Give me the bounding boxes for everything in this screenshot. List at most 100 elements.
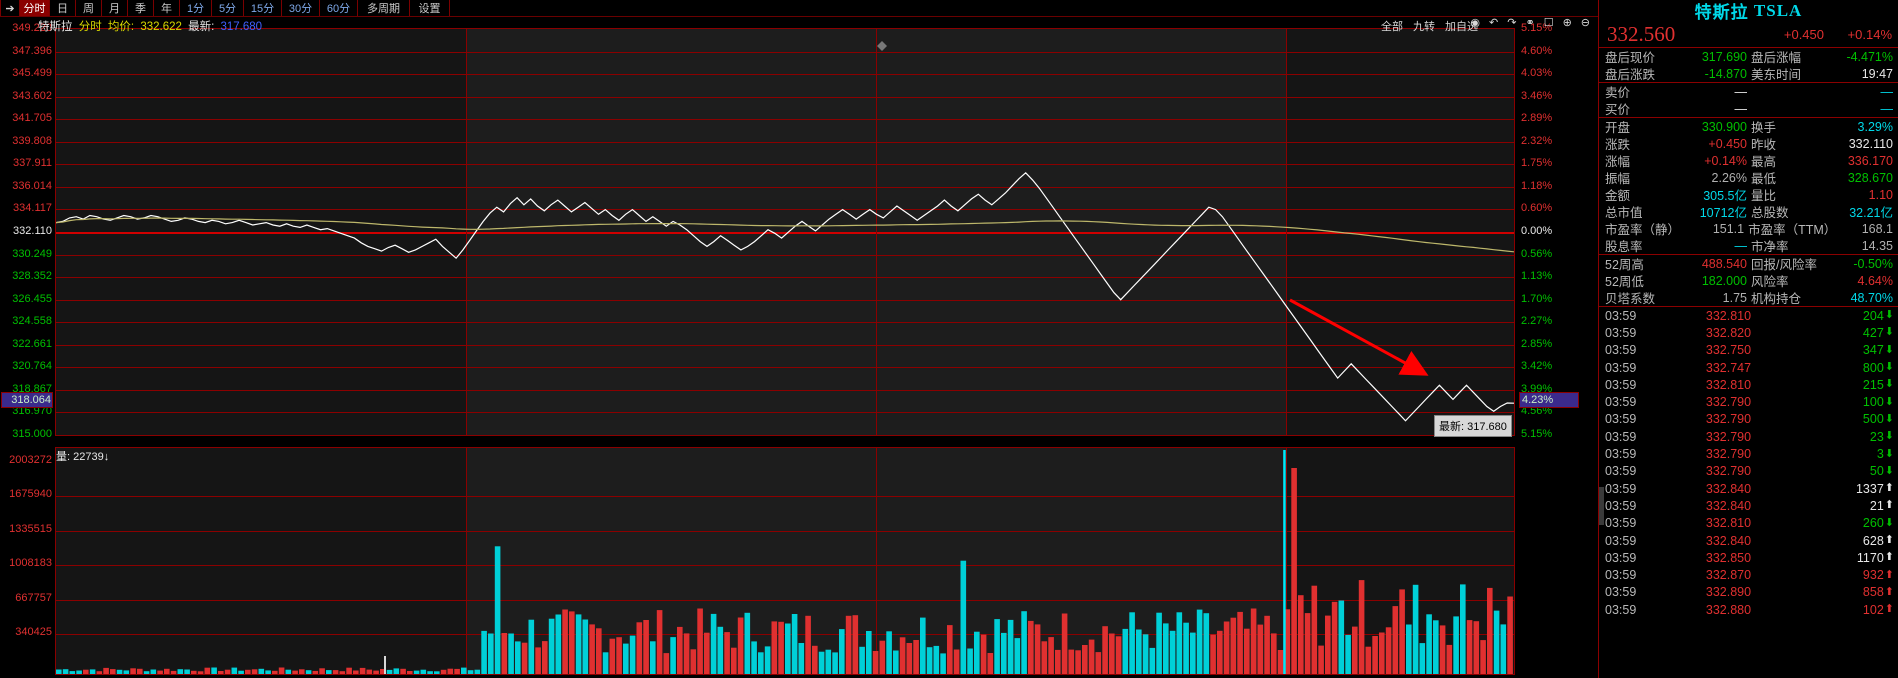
redo-icon[interactable]: ↷ bbox=[1507, 17, 1517, 29]
tick-row[interactable]: 03:59 332.790 500 ⬇ bbox=[1599, 411, 1898, 428]
tick-row[interactable]: 03:59 332.880 102 ⬆ bbox=[1599, 601, 1898, 618]
quote-label: 盘后涨跌 bbox=[1605, 68, 1656, 82]
tick-row[interactable]: 03:59 332.790 23 ⬇ bbox=[1599, 428, 1898, 445]
zoom-in-icon[interactable]: ⊕ bbox=[1562, 17, 1572, 29]
chart-area[interactable]: 特斯拉 分时 均价: 332.622 最新: 317.680 全部 九转 加自选… bbox=[0, 17, 1598, 678]
volume-bar bbox=[231, 667, 238, 674]
arrow-up-icon: ⬆ bbox=[1884, 585, 1894, 598]
tb-item-11[interactable]: 多周期 bbox=[358, 0, 410, 16]
volume-bar bbox=[1325, 615, 1331, 674]
tb-item-5[interactable]: 年 bbox=[154, 0, 180, 16]
volume-bar bbox=[1115, 636, 1122, 674]
volume-plot[interactable] bbox=[55, 447, 1515, 675]
tick-scrollbar[interactable] bbox=[1599, 487, 1604, 525]
tb-item-10[interactable]: 60分 bbox=[320, 0, 358, 16]
volume-bar bbox=[461, 667, 467, 674]
tick-row[interactable]: 03:59 332.820 427 ⬇ bbox=[1599, 324, 1898, 341]
quote-value-2: 48.70% bbox=[1850, 290, 1893, 305]
tick-row[interactable]: 03:59 332.840 628 ⬆ bbox=[1599, 532, 1898, 549]
tick-volume-value: 800 bbox=[1862, 360, 1884, 375]
tick-time: 03:59 bbox=[1605, 602, 1637, 617]
tick-price: 332.790 bbox=[1705, 429, 1752, 444]
volume-bar bbox=[548, 618, 555, 674]
arrow-down-icon: ⬇ bbox=[1884, 378, 1894, 391]
volume-bar bbox=[488, 633, 494, 674]
tb-item-3[interactable]: 月 bbox=[102, 0, 128, 16]
volume-bar bbox=[278, 667, 285, 674]
zoom-out-icon[interactable]: ⊖ bbox=[1580, 17, 1590, 29]
volume-bar bbox=[670, 637, 676, 674]
volume-bar bbox=[1034, 624, 1041, 674]
tick-volume: 204 ⬇ bbox=[1812, 309, 1898, 323]
tb-item-0[interactable]: 分时 bbox=[20, 0, 50, 16]
volume-bar bbox=[650, 641, 656, 674]
volume-bar bbox=[319, 668, 325, 674]
volume-bar bbox=[407, 671, 413, 674]
tb-item-6[interactable]: 1分 bbox=[180, 0, 212, 16]
tick-price: 332.840 bbox=[1705, 498, 1752, 513]
tb-item-1[interactable]: 日 bbox=[50, 0, 76, 16]
tick-row[interactable]: 03:59 332.810 260 ⬇ bbox=[1599, 515, 1898, 532]
arrow-up-icon: ⬆ bbox=[1884, 568, 1894, 581]
last-label: 最新: bbox=[188, 21, 215, 33]
quote-label: 52周低 bbox=[1605, 275, 1644, 289]
tick-row[interactable]: 03:59 332.790 3 ⬇ bbox=[1599, 445, 1898, 462]
price-axis-label: 345.499 bbox=[12, 67, 52, 80]
volume-bar bbox=[130, 668, 136, 674]
tb-item-8[interactable]: 15分 bbox=[244, 0, 282, 16]
volume-axis-label: 1675940 bbox=[9, 488, 52, 501]
arrow-down-icon: ⬇ bbox=[1884, 447, 1894, 460]
tick-row[interactable]: 03:59 332.790 100 ⬇ bbox=[1599, 393, 1898, 410]
undo-icon[interactable]: ↶ bbox=[1489, 17, 1499, 29]
tb-item-7[interactable]: 5分 bbox=[212, 0, 244, 16]
tick-volume: 100 ⬇ bbox=[1812, 395, 1898, 409]
tab-add-watchlist[interactable]: 加自选 bbox=[1445, 21, 1478, 33]
tick-row[interactable]: 03:59 332.747 800 ⬇ bbox=[1599, 359, 1898, 376]
quote-value: 2.26% bbox=[1711, 170, 1747, 185]
volume-bar bbox=[677, 626, 683, 674]
volume-bar bbox=[1055, 649, 1061, 674]
tb-item-2[interactable]: 周 bbox=[76, 0, 102, 16]
pct-axis-label: 5.15% bbox=[1521, 22, 1553, 34]
tick-list[interactable]: 03:59 332.810 204 ⬇ 03:59 332.820 427 ⬇ 03:59 332… bbox=[1599, 307, 1898, 618]
volume-bar bbox=[326, 670, 332, 674]
quote-label: 买价 bbox=[1605, 103, 1631, 117]
volume-bar bbox=[1061, 613, 1068, 674]
volume-bar bbox=[265, 670, 271, 674]
volume-bar bbox=[1372, 636, 1378, 674]
price-summary-row: 332.560 +0.450 +0.14% bbox=[1599, 21, 1898, 47]
tick-row[interactable]: 03:59 332.840 21 ⬆ bbox=[1599, 497, 1898, 514]
price-plot[interactable] bbox=[55, 28, 1515, 436]
volume-bar bbox=[272, 670, 278, 674]
tick-row[interactable]: 03:59 332.840 1337 ⬆ bbox=[1599, 480, 1898, 497]
tick-row[interactable]: 03:59 332.810 204 ⬇ bbox=[1599, 307, 1898, 324]
tick-price: 332.790 bbox=[1705, 464, 1752, 479]
volume-pane[interactable]: 2003272 1675940 1335515 1008183 667757 340425… bbox=[0, 447, 1598, 678]
tick-row[interactable]: 03:59 332.870 932 ⬆ bbox=[1599, 566, 1898, 583]
step-forward-icon[interactable]: ➔ bbox=[0, 0, 20, 16]
volume-bar bbox=[697, 608, 703, 674]
lock-icon[interactable]: ☐ bbox=[1543, 17, 1554, 29]
volume-bar bbox=[758, 652, 764, 674]
tb-item-4[interactable]: 季 bbox=[128, 0, 154, 16]
eye-icon[interactable]: ◉ bbox=[1470, 17, 1481, 29]
price-axis-label: 332.110 bbox=[13, 225, 52, 237]
pct-axis-label: 2.32% bbox=[1521, 134, 1553, 147]
tb-item-9[interactable]: 30分 bbox=[282, 0, 320, 16]
volume-bar bbox=[305, 670, 312, 674]
price-pane[interactable]: 349.220 347.396 345.499 343.602 341.705 339.8… bbox=[0, 17, 1598, 447]
tb-item-12[interactable]: 设置 bbox=[410, 0, 450, 16]
price-axis-label: 324.558 bbox=[12, 315, 52, 328]
tick-row[interactable]: 03:59 332.850 1170 ⬆ bbox=[1599, 549, 1898, 566]
volume-bar bbox=[1473, 621, 1480, 674]
link-icon[interactable]: ⚭ bbox=[1525, 17, 1535, 29]
tab-all[interactable]: 全部 bbox=[1381, 21, 1403, 33]
tick-row[interactable]: 03:59 332.890 858 ⬆ bbox=[1599, 584, 1898, 601]
tab-nine-turn[interactable]: 九转 bbox=[1413, 21, 1435, 33]
tick-row[interactable]: 03:59 332.810 215 ⬇ bbox=[1599, 376, 1898, 393]
tick-row[interactable]: 03:59 332.790 50 ⬇ bbox=[1599, 463, 1898, 480]
volume-bar bbox=[710, 613, 717, 674]
quote-value-2: 3.29% bbox=[1857, 119, 1893, 134]
quote-label-2: 换手 bbox=[1751, 121, 1777, 135]
tick-row[interactable]: 03:59 332.750 347 ⬇ bbox=[1599, 342, 1898, 359]
